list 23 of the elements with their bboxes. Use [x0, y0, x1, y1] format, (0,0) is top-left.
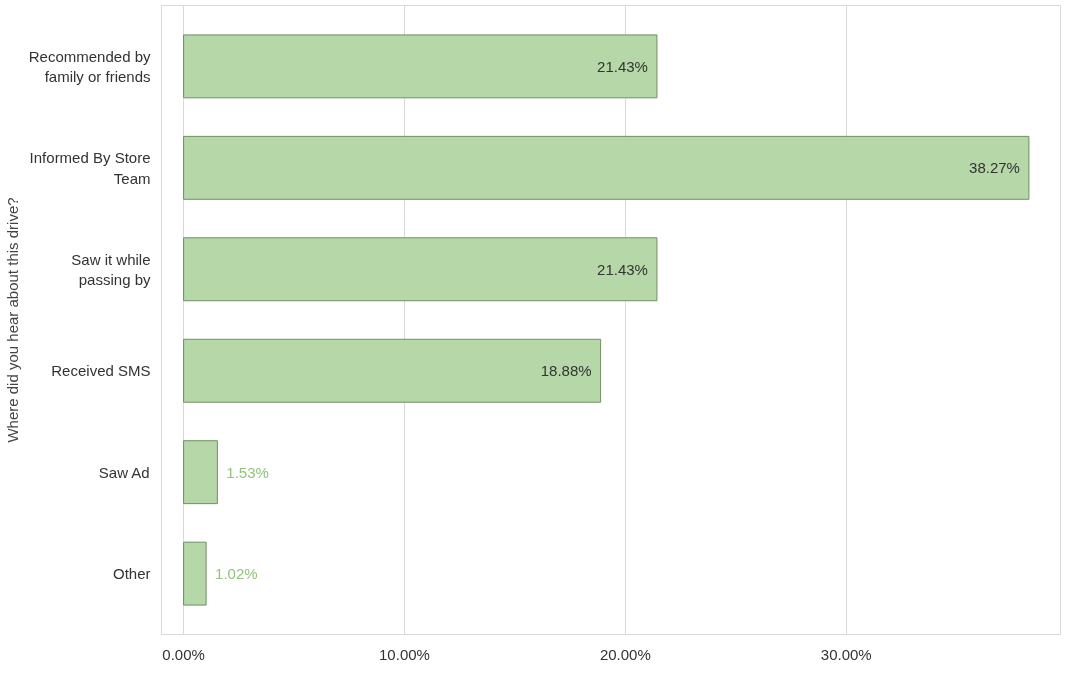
y-tick-label: Other	[112, 565, 151, 583]
bar	[183, 338, 602, 403]
data-label: 18.88%	[540, 362, 592, 380]
data-label: 21.43%	[597, 260, 648, 278]
bar	[183, 135, 1030, 200]
bar	[183, 34, 658, 99]
bar	[183, 440, 218, 505]
bar	[183, 237, 658, 302]
x-tick-label: 0.00%	[162, 645, 205, 663]
y-tick-label: Informed By Store Team	[29, 149, 151, 187]
y-tick-label: Received SMS	[51, 362, 151, 380]
y-tick-label: Saw it while passing by	[71, 250, 151, 288]
data-label: 1.53%	[226, 463, 269, 481]
x-tick-label: 30.00%	[820, 645, 872, 663]
data-label: 38.27%	[969, 159, 1020, 177]
x-tick-label: 10.00%	[379, 645, 430, 663]
y-tick-label: Recommended by family or friends	[28, 47, 151, 86]
y-tick-label: Saw Ad	[98, 463, 150, 481]
data-label: 1.02%	[215, 565, 258, 583]
y-axis-title: Where did you hear about this drive?	[3, 197, 21, 443]
data-label: 21.43%	[597, 57, 648, 75]
x-tick-label: 20.00%	[599, 645, 651, 663]
bar	[183, 541, 207, 606]
